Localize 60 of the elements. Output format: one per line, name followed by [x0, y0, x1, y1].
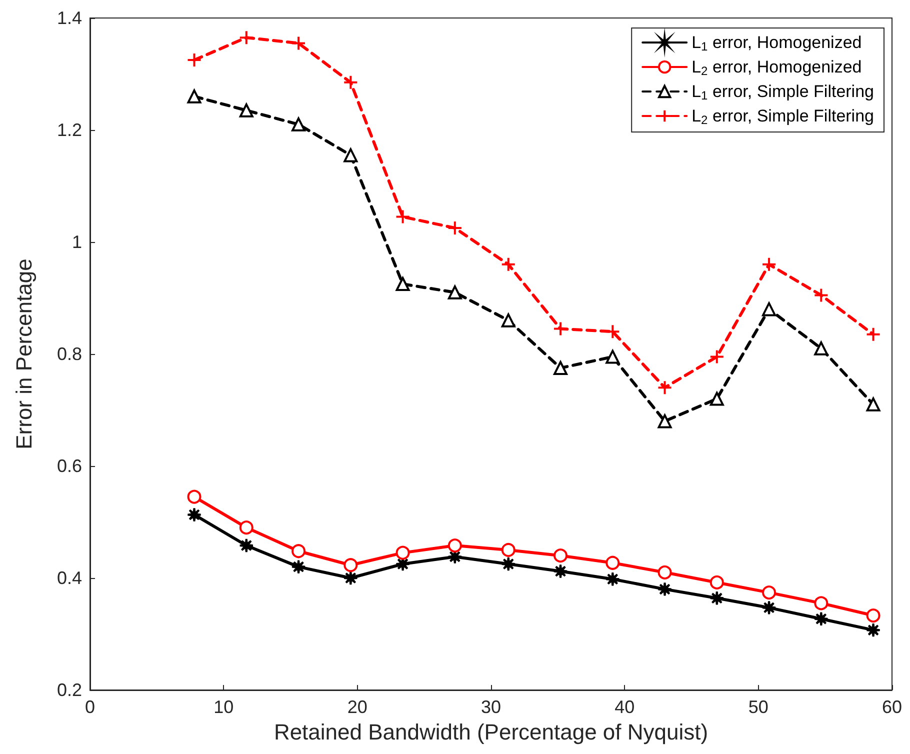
x-tick-label: 20: [347, 697, 368, 717]
x-tick-label: 10: [214, 697, 234, 717]
y-axis-title: Error in Percentage: [12, 258, 36, 450]
point: [187, 89, 202, 104]
point: [292, 117, 306, 132]
point: [396, 546, 410, 560]
x-tick-label: 60: [882, 697, 902, 717]
point: [554, 361, 568, 375]
point: [709, 349, 724, 364]
point: [500, 256, 516, 272]
y-tick-label: 0.8: [56, 344, 82, 364]
point: [238, 30, 254, 46]
point: [606, 556, 620, 570]
y-tick-label: 1.2: [56, 120, 82, 140]
point: [395, 209, 410, 224]
point: [187, 490, 202, 504]
point: [343, 74, 358, 90]
point: [866, 397, 880, 412]
point: [866, 326, 881, 342]
point: [605, 324, 620, 340]
point: [501, 313, 516, 328]
point: [553, 321, 568, 336]
x-tick-label: 50: [748, 697, 768, 717]
x-tick-label: 30: [480, 697, 502, 717]
point: [186, 52, 202, 68]
point: [554, 548, 568, 563]
point: [448, 285, 462, 300]
x-axis-title: Retained Bandwidth (Percentage of Nyquist): [274, 719, 708, 744]
point: [447, 220, 462, 236]
point: [396, 277, 410, 291]
point: [658, 414, 672, 428]
point: [657, 380, 672, 396]
point: [762, 302, 776, 316]
point: [710, 575, 724, 590]
point: [814, 341, 828, 356]
point: [239, 103, 254, 118]
point: [657, 582, 672, 597]
point: [762, 586, 776, 600]
point: [814, 288, 829, 303]
point: [866, 608, 880, 623]
point: [814, 596, 828, 610]
point: [344, 148, 358, 162]
point: [448, 538, 462, 553]
point: [658, 565, 672, 580]
point: [762, 256, 777, 272]
point: [186, 507, 202, 522]
y-tick-label: 1: [72, 232, 82, 252]
point: [606, 350, 620, 364]
y-tick-label: 0.4: [56, 568, 82, 588]
point: [239, 520, 254, 535]
point: [501, 543, 516, 557]
x-tick-label: 40: [614, 697, 635, 717]
y-tick-label: 0.6: [56, 456, 82, 476]
y-tick-label: 0.2: [56, 680, 82, 700]
x-tick-label: 0: [84, 697, 96, 717]
point: [292, 544, 306, 558]
point: [291, 36, 306, 51]
point: [710, 392, 724, 406]
y-tick-label: 1.4: [56, 8, 82, 28]
point: [344, 558, 358, 572]
